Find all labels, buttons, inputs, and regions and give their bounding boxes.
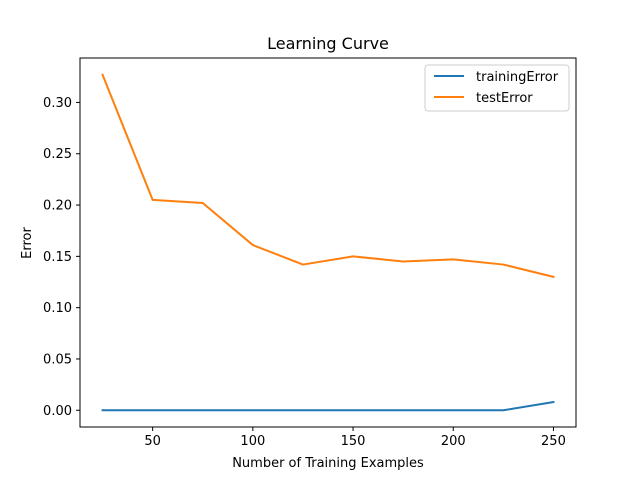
y-tick-label: 0.15 [43,250,72,265]
x-axis-label: Number of Training Examples [232,456,424,471]
x-tick-label: 150 [341,434,366,449]
x-tick-label: 50 [144,434,161,449]
y-tick-label: 0.30 [43,96,72,111]
series-line-testError [101,73,555,279]
y-axis: 0.00 0.05 0.10 0.15 0.20 0.25 0.30 [43,96,80,419]
legend-label-testError: testError [476,91,533,106]
legend-label-trainingError: trainingError [476,70,559,85]
x-axis: 50 100 150 200 250 [144,427,566,449]
y-tick-label: 0.25 [43,147,72,162]
plot-area [101,73,555,412]
x-tick-label: 200 [441,434,466,449]
y-tick-label: 0.10 [43,301,72,316]
x-tick-label: 250 [541,434,566,449]
axes-frame [79,57,577,428]
chart-title: Learning Curve [267,34,389,53]
series-line-trainingError [101,400,555,412]
y-tick-label: 0.00 [43,404,72,419]
legend: trainingError testError [424,64,570,112]
y-tick-label: 0.05 [43,352,72,367]
y-tick-label: 0.20 [43,199,72,214]
y-axis-label: Error [20,227,35,259]
x-tick-label: 100 [240,434,265,449]
